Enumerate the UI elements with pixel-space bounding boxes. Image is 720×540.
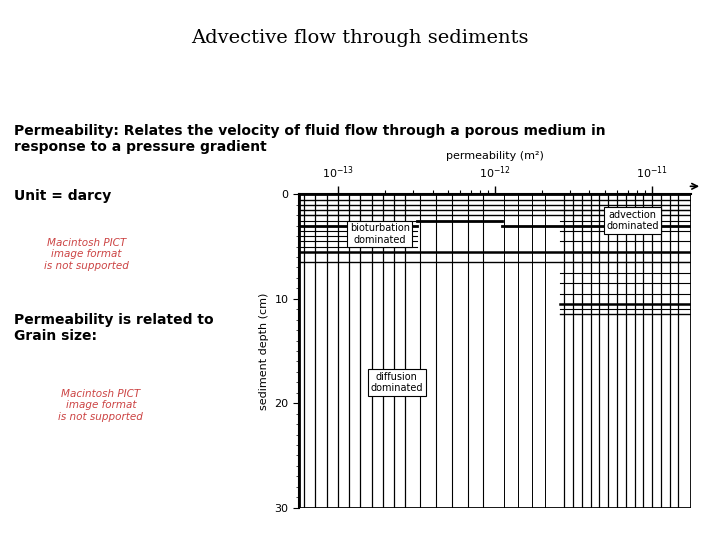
- Text: bioturbation
dominated: bioturbation dominated: [350, 223, 410, 245]
- Text: diffusion
dominated: diffusion dominated: [371, 372, 423, 393]
- Text: Advective flow through sediments: Advective flow through sediments: [192, 29, 528, 47]
- Text: Permeability: Relates the velocity of fluid flow through a porous medium in
resp: Permeability: Relates the velocity of fl…: [14, 124, 606, 154]
- Text: Unit = darcy: Unit = darcy: [14, 189, 112, 203]
- Text: Macintosh PICT
image format
is not supported: Macintosh PICT image format is not suppo…: [58, 389, 143, 422]
- Text: Macintosh PICT
image format
is not supported: Macintosh PICT image format is not suppo…: [44, 238, 129, 271]
- Text: advection
dominated: advection dominated: [606, 210, 659, 231]
- X-axis label: permeability (m²): permeability (m²): [446, 151, 544, 161]
- Text: Permeability is related to
Grain size:: Permeability is related to Grain size:: [14, 313, 214, 343]
- Y-axis label: sediment depth (cm): sediment depth (cm): [258, 292, 269, 410]
